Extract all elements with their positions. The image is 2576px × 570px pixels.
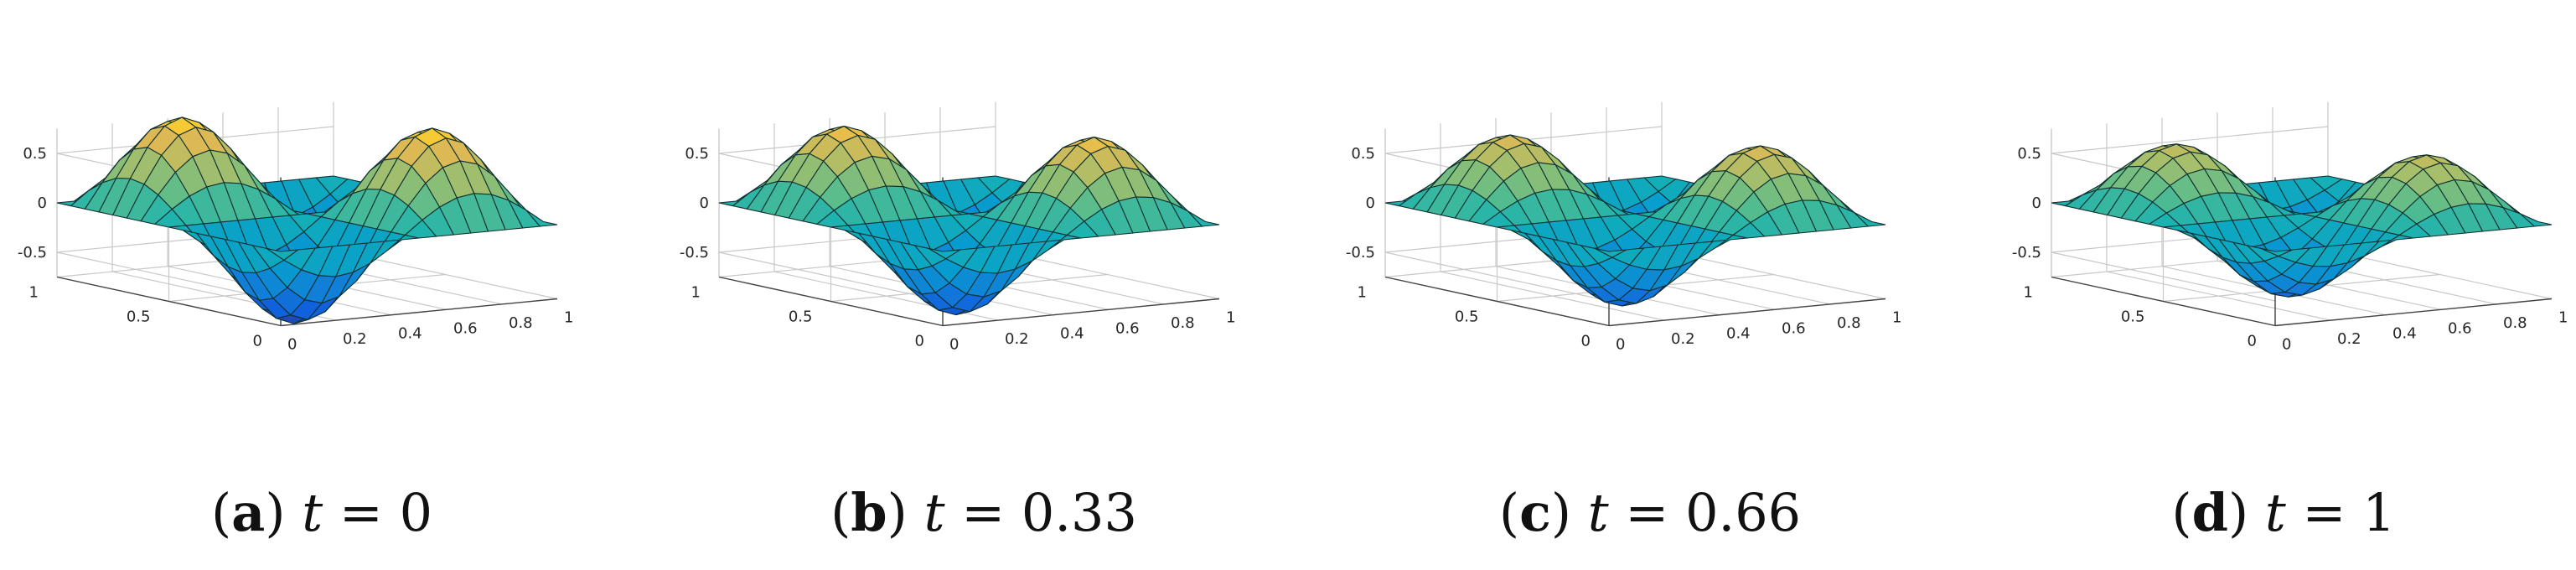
panel-a: 0 0.2 0.4 0.6 0.8 1 0 0.5 1 0.5 0 -0.5 (a) t = 0 xyxy=(0,0,644,570)
y-tick-label: 0 xyxy=(2248,333,2257,350)
y-tick-label: 0 xyxy=(1581,333,1591,350)
grid-line xyxy=(718,251,944,302)
z-tick-label: 0 xyxy=(1366,194,1375,212)
x-tick-label: 0 xyxy=(949,336,959,354)
x-tick-label: 0.8 xyxy=(1837,314,1861,332)
z-tick-label: 0 xyxy=(700,194,709,212)
x-axis-line xyxy=(280,298,558,327)
y-tick-label: 0 xyxy=(253,333,262,350)
x-tick-label: 0.6 xyxy=(1782,319,1806,337)
surface xyxy=(1384,134,1886,307)
surface-plot-a: 0 0.2 0.4 0.6 0.8 1 0 0.5 1 0.5 0 -0.5 xyxy=(18,101,574,354)
x-tick-label: 0.2 xyxy=(343,330,367,348)
x-tick-label: 0.8 xyxy=(509,314,533,332)
x-tick-label: 0.4 xyxy=(398,325,422,343)
z-tick-label: 0.5 xyxy=(23,145,47,163)
y-tick-label: 0.5 xyxy=(1455,308,1479,326)
surface-patch xyxy=(1187,210,1220,227)
x-axis-line xyxy=(2274,298,2553,327)
x-tick-label: 1 xyxy=(1226,309,1235,327)
tick-labels: 0 0.2 0.4 0.6 0.8 1 0 0.5 1 0.5 0 -0.5 xyxy=(2012,145,2568,354)
x-tick-label: 0.2 xyxy=(1671,330,1695,348)
panel-c: 0 0.2 0.4 0.6 0.8 1 0 0.5 1 0.5 0 -0.5 (c) t = 0.66 xyxy=(1328,0,1972,570)
y-axis-line xyxy=(2051,276,2276,327)
z-tick-label: -0.5 xyxy=(18,244,47,262)
y-tick-label: 0.5 xyxy=(789,308,813,326)
y-axis-line xyxy=(718,276,944,327)
z-tick-label: 0 xyxy=(38,194,47,212)
y-tick-label: 1 xyxy=(1358,284,1367,302)
x-tick-label: 1 xyxy=(2558,309,2568,327)
grid-line xyxy=(56,251,282,302)
surface-plot-d: 0 0.2 0.4 0.6 0.8 1 0 0.5 1 0.5 0 -0.5 xyxy=(2012,101,2568,354)
x-tick-label: 0.4 xyxy=(1060,325,1084,343)
grid-line xyxy=(1384,251,1610,302)
z-tick-label: 0.5 xyxy=(685,145,709,163)
z-tick-label: -0.5 xyxy=(680,244,709,262)
x-tick-label: 0.2 xyxy=(1005,330,1029,348)
y-tick-label: 1 xyxy=(29,284,39,302)
x-tick-label: 0.6 xyxy=(1115,319,1140,337)
y-tick-label: 0 xyxy=(915,333,924,350)
x-tick-label: 0.4 xyxy=(1726,325,1751,343)
y-axis-line xyxy=(1384,276,1610,327)
surface-patch xyxy=(525,210,558,227)
z-tick-label: -0.5 xyxy=(1346,244,1375,262)
x-tick-label: 1 xyxy=(1892,309,1901,327)
x-axis-line xyxy=(1608,298,1886,327)
x-tick-label: 1 xyxy=(564,309,573,327)
surface-patch xyxy=(1854,212,1886,227)
x-tick-label: 0 xyxy=(1616,336,1625,354)
x-tick-label: 0.8 xyxy=(2503,314,2527,332)
x-tick-label: 0 xyxy=(287,336,297,354)
z-tick-label: 0.5 xyxy=(2017,145,2041,163)
y-tick-label: 1 xyxy=(2024,284,2033,302)
z-tick-label: 0.5 xyxy=(1351,145,1375,163)
x-tick-label: 0.8 xyxy=(1171,314,1195,332)
x-tick-label: 0.4 xyxy=(2392,325,2417,343)
caption-a: (a) t = 0 xyxy=(210,482,433,543)
caption-b: (b) t = 0.33 xyxy=(830,482,1137,543)
x-tick-label: 0.2 xyxy=(2337,330,2361,348)
caption-c: (c) t = 0.66 xyxy=(1498,482,1802,543)
z-tick-label: 0 xyxy=(2032,194,2041,212)
tick-labels: 0 0.2 0.4 0.6 0.8 1 0 0.5 1 0.5 0 -0.5 xyxy=(680,145,1236,354)
y-axis-line xyxy=(56,276,282,327)
panel-d: 0 0.2 0.4 0.6 0.8 1 0 0.5 1 0.5 0 -0.5 (d) t = 1 xyxy=(1994,0,2576,570)
x-tick-label: 0.6 xyxy=(453,319,478,337)
grid-line xyxy=(2051,126,2329,154)
x-tick-label: 0 xyxy=(2282,336,2291,354)
x-axis-line xyxy=(942,298,1220,327)
panel-b: 0 0.2 0.4 0.6 0.8 1 0 0.5 1 0.5 0 -0.5 (b) t = 0.33 xyxy=(662,0,1306,570)
x-tick-label: 0.6 xyxy=(2448,319,2472,337)
surface xyxy=(718,125,1220,316)
y-tick-label: 1 xyxy=(691,284,701,302)
y-tick-label: 0.5 xyxy=(2121,308,2145,326)
surface-plot-c: 0 0.2 0.4 0.6 0.8 1 0 0.5 1 0.5 0 -0.5 xyxy=(1346,101,1902,354)
y-tick-label: 0.5 xyxy=(127,308,151,326)
surface-patch xyxy=(2520,213,2553,227)
grid-line xyxy=(2051,251,2276,302)
tick-labels: 0 0.2 0.4 0.6 0.8 1 0 0.5 1 0.5 0 -0.5 xyxy=(1346,145,1902,354)
z-tick-label: -0.5 xyxy=(2012,244,2041,262)
surface-plot-b: 0 0.2 0.4 0.6 0.8 1 0 0.5 1 0.5 0 -0.5 xyxy=(680,101,1236,354)
surface xyxy=(2051,143,2553,298)
tick-labels: 0 0.2 0.4 0.6 0.8 1 0 0.5 1 0.5 0 -0.5 xyxy=(18,145,574,354)
surface xyxy=(56,117,558,324)
caption-d: (d) t = 1 xyxy=(2171,482,2396,543)
